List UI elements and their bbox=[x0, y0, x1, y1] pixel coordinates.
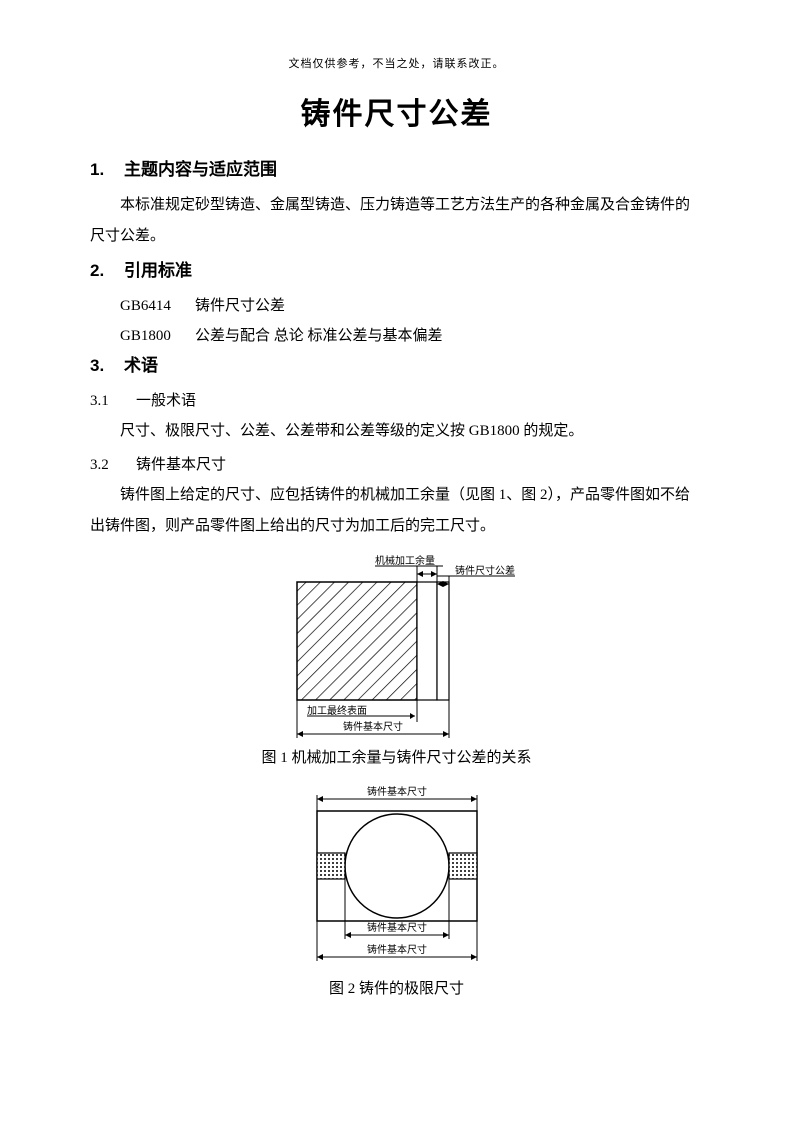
svg-text:铸件基本尺寸: 铸件基本尺寸 bbox=[367, 785, 427, 798]
figure-2-caption: 图 2 铸件的极限尺寸 bbox=[90, 977, 703, 998]
section-1-num: 1. bbox=[90, 160, 124, 180]
section-1-heading: 1.主题内容与适应范围 bbox=[90, 155, 703, 180]
ref-code-1: GB6414 bbox=[120, 291, 195, 321]
svg-text:铸件基本尺寸: 铸件基本尺寸 bbox=[343, 720, 403, 733]
ref-line-2: GB1800公差与配合 总论 标准公差与基本偏差 bbox=[120, 321, 703, 351]
section-3-num: 3. bbox=[90, 356, 124, 376]
ref-text-2: 公差与配合 总论 标准公差与基本偏差 bbox=[195, 328, 443, 344]
section-3-heading: 3.术语 bbox=[90, 351, 703, 376]
sub-3-2-num: 3.2 bbox=[90, 450, 136, 480]
figure-1-caption: 图 1 机械加工余量与铸件尺寸公差的关系 bbox=[90, 746, 703, 767]
sub-3-1-title: 一般术语 bbox=[136, 393, 196, 409]
section-2-title: 引用标准 bbox=[124, 261, 192, 280]
ref-text-1: 铸件尺寸公差 bbox=[195, 298, 285, 314]
section-2-heading: 2.引用标准 bbox=[90, 256, 703, 281]
sub-3-2: 3.2铸件基本尺寸 bbox=[90, 450, 703, 480]
sub-3-1: 3.1一般术语 bbox=[90, 386, 703, 416]
sub-3-1-num: 3.1 bbox=[90, 386, 136, 416]
sub-3-1-body: 尺寸、极限尺寸、公差、公差带和公差等级的定义按 GB1800 的规定。 bbox=[90, 416, 703, 447]
section-2-num: 2. bbox=[90, 261, 124, 281]
section-3-title: 术语 bbox=[124, 356, 158, 375]
svg-text:加工最终表面: 加工最终表面 bbox=[307, 704, 367, 717]
page-title: 铸件尺寸公差 bbox=[90, 89, 703, 133]
figure-1-svg: 机械加工余量铸件尺寸公差加工最终表面铸件基本尺寸 bbox=[267, 550, 527, 740]
section-1-title: 主题内容与适应范围 bbox=[124, 160, 277, 179]
section-1-body: 本标准规定砂型铸造、金属型铸造、压力铸造等工艺方法生产的各种金属及合金铸件的尺寸… bbox=[90, 190, 703, 252]
sub-3-2-title: 铸件基本尺寸 bbox=[136, 457, 226, 473]
ref-code-2: GB1800 bbox=[120, 321, 195, 351]
svg-text:铸件基本尺寸: 铸件基本尺寸 bbox=[367, 943, 427, 956]
header-note: 文档仅供参考，不当之处，请联系改正。 bbox=[90, 55, 703, 71]
figure-2: 铸件基本尺寸铸件基本尺寸铸件基本尺寸 图 2 铸件的极限尺寸 bbox=[90, 781, 703, 998]
ref-line-1: GB6414铸件尺寸公差 bbox=[120, 291, 703, 321]
figure-1: 机械加工余量铸件尺寸公差加工最终表面铸件基本尺寸 图 1 机械加工余量与铸件尺寸… bbox=[90, 550, 703, 767]
svg-text:机械加工余量: 机械加工余量 bbox=[375, 554, 435, 567]
svg-text:铸件尺寸公差: 铸件尺寸公差 bbox=[455, 564, 515, 577]
sub-3-2-body: 铸件图上给定的尺寸、应包括铸件的机械加工余量（见图 1、图 2），产品零件图如不… bbox=[90, 480, 703, 542]
svg-text:铸件基本尺寸: 铸件基本尺寸 bbox=[367, 921, 427, 934]
figure-2-svg: 铸件基本尺寸铸件基本尺寸铸件基本尺寸 bbox=[287, 781, 507, 971]
